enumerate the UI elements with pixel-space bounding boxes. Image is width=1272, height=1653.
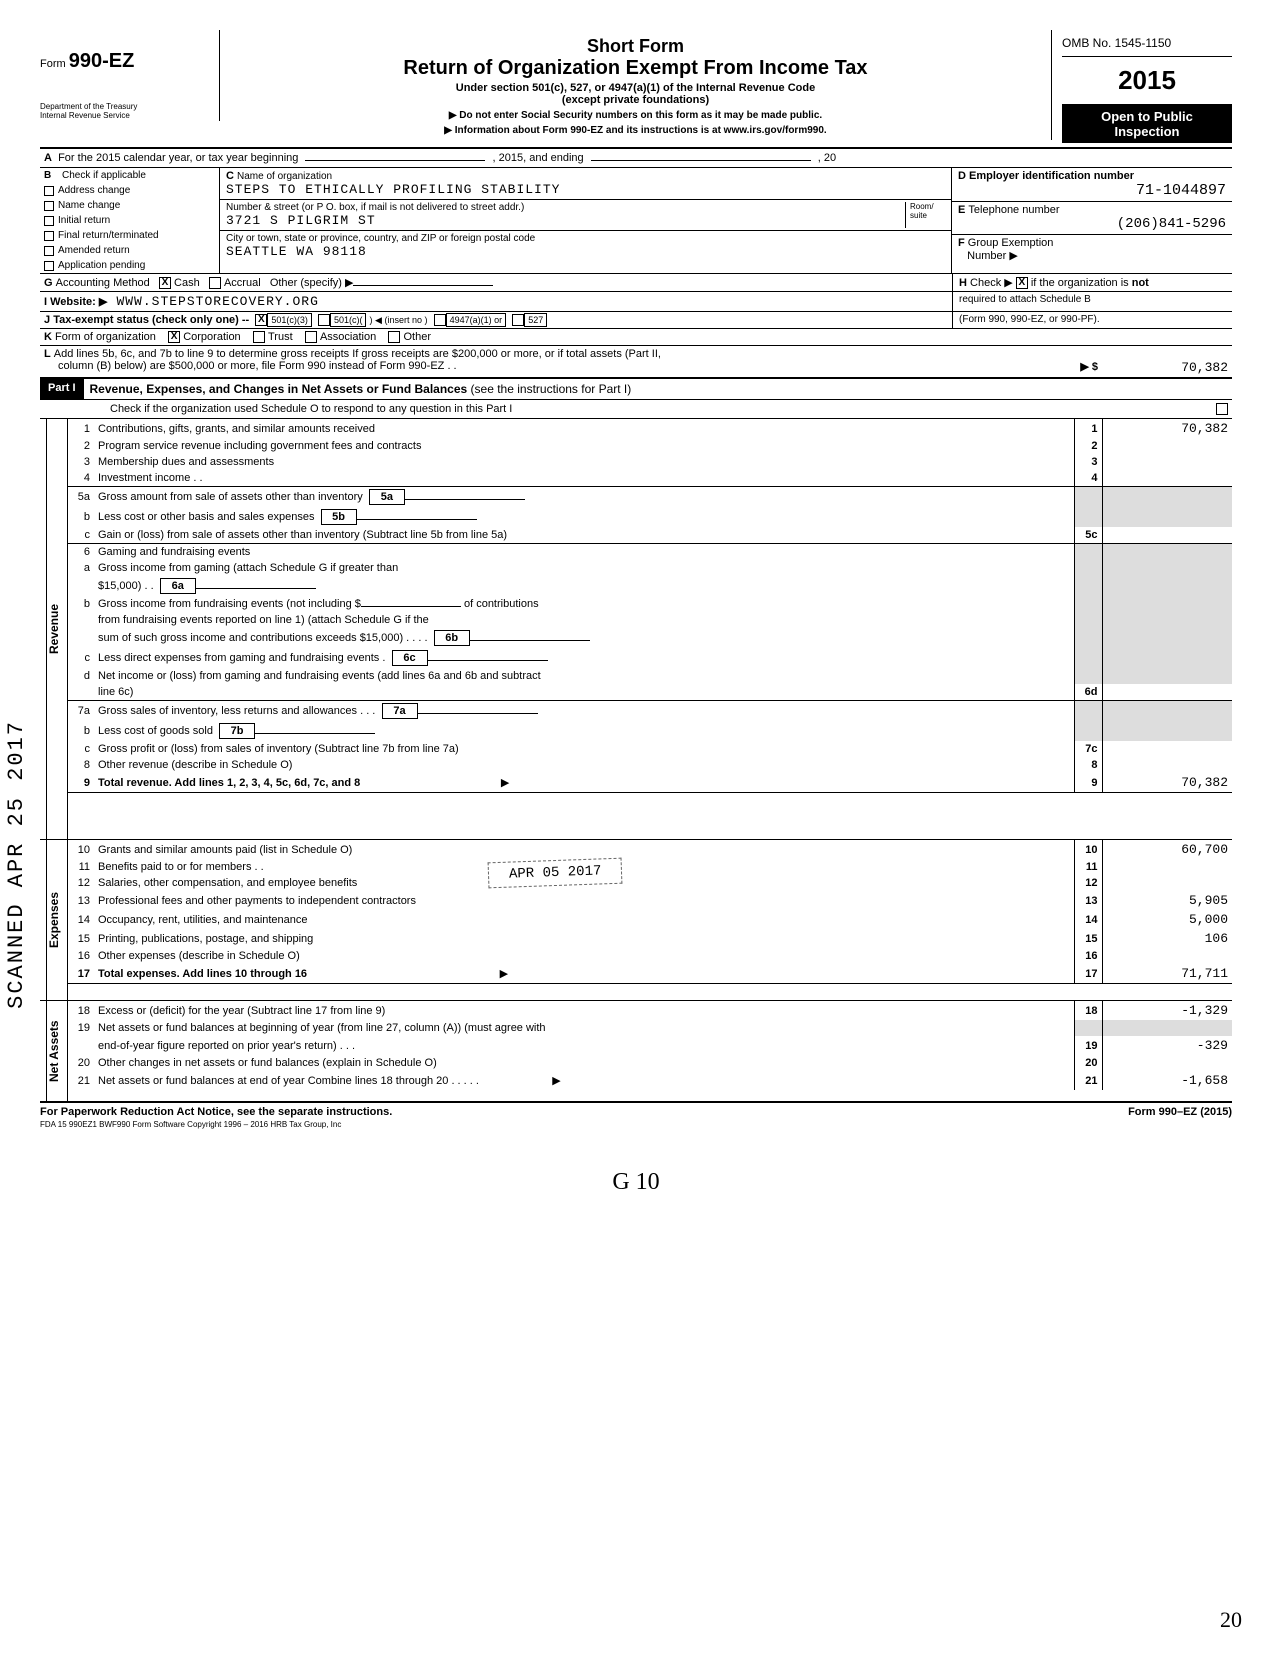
software-copyright: FDA 15 990EZ1 BWF990 Form Software Copyr…	[40, 1120, 1232, 1129]
col-c: C Name of organization STEPS TO ETHICALL…	[220, 168, 952, 273]
received-stamp: APR 05 2017	[488, 858, 623, 889]
chk-name-change[interactable]	[44, 201, 54, 211]
val-line-13: 5,905	[1102, 891, 1232, 910]
chk-final-return[interactable]	[44, 231, 54, 241]
chk-amended[interactable]	[44, 246, 54, 256]
tax-year: 2015	[1062, 57, 1232, 105]
notice-info: ▶ Information about Form 990-EZ and its …	[230, 125, 1041, 136]
chk-app-pending[interactable]	[44, 261, 54, 271]
val-line-10: 60,700	[1102, 840, 1232, 859]
chk-schedule-b[interactable]: X	[1016, 277, 1028, 289]
row-g: G Accounting Method X Cash Accrual Other…	[40, 274, 952, 291]
form-header: Form 990-EZ Department of the Treasury I…	[40, 30, 1232, 143]
org-city: SEATTLE WA 98118	[226, 244, 945, 259]
part-i-header: Part I Revenue, Expenses, and Changes in…	[40, 378, 1232, 400]
form-number: Form 990-EZ	[40, 50, 211, 73]
handwritten-gid: G 10	[40, 1169, 1232, 1196]
row-h-cont2: (Form 990, 990-EZ, or 990-PF).	[952, 312, 1232, 328]
row-l: L Add lines 5b, 6c, and 7b to line 9 to …	[40, 346, 1232, 378]
col-b: B Check if applicable Address change Nam…	[40, 168, 220, 273]
row-h-cont1: required to attach Schedule B	[952, 292, 1232, 311]
open-to-public: Open to Public Inspection	[1062, 105, 1232, 143]
scanned-stamp: SCANNED APR 25 2017	[4, 720, 29, 1009]
side-expenses: Expenses	[46, 840, 61, 1000]
chk-other-org[interactable]	[388, 331, 400, 343]
val-line-17: 71,711	[1102, 964, 1232, 984]
chk-accrual[interactable]	[209, 277, 221, 289]
chk-cash[interactable]: X	[159, 277, 171, 289]
side-revenue: Revenue	[46, 419, 61, 839]
val-line-18: -1,329	[1102, 1001, 1232, 1020]
val-line-14: 5,000	[1102, 910, 1232, 929]
chk-501c3[interactable]: X	[255, 314, 267, 326]
title-return: Return of Organization Exempt From Incom…	[230, 57, 1041, 80]
section-bcdef: B Check if applicable Address change Nam…	[40, 168, 1232, 274]
chk-schedule-o[interactable]	[1216, 403, 1228, 415]
org-name: STEPS TO ETHICALLY PROFILING STABILITY	[226, 182, 945, 197]
org-street: 3721 S PILGRIM ST	[226, 213, 905, 228]
chk-4947[interactable]	[434, 314, 446, 326]
website: WWW.STEPSTORECOVERY.ORG	[116, 294, 318, 309]
val-line-21: -1,658	[1102, 1071, 1232, 1090]
telephone: (206)841-5296	[958, 216, 1226, 232]
part-i-check: Check if the organization used Schedule …	[40, 400, 1232, 419]
handwritten-page-num: 20	[1220, 1607, 1242, 1633]
ein: 71-1044897	[958, 182, 1226, 199]
chk-527[interactable]	[512, 314, 524, 326]
department-label: Department of the Treasury Internal Reve…	[40, 103, 211, 121]
header-right: OMB No. 1545-1150 2015 Open to Public In…	[1052, 30, 1232, 143]
col-def: D Employer identification number 71-1044…	[952, 168, 1232, 273]
chk-trust[interactable]	[253, 331, 265, 343]
val-line-15: 106	[1102, 929, 1232, 948]
row-k: K Form of organization X Corporation Tru…	[40, 329, 1232, 346]
title-short: Short Form	[230, 36, 1041, 57]
row-a-tax-year: A For the 2015 calendar year, or tax yea…	[40, 149, 1232, 168]
side-net-assets: Net Assets	[46, 1001, 61, 1101]
chk-address-change[interactable]	[44, 186, 54, 196]
chk-assoc[interactable]	[305, 331, 317, 343]
val-line-9: 70,382	[1102, 773, 1232, 793]
part-i-table: Revenue 1Contributions, gifts, grants, a…	[40, 419, 1232, 839]
chk-initial-return[interactable]	[44, 216, 54, 226]
chk-corp[interactable]: X	[168, 331, 180, 343]
footer: For Paperwork Reduction Act Notice, see …	[40, 1102, 1232, 1118]
subtitle: Under section 501(c), 527, or 4947(a)(1)…	[230, 82, 1041, 94]
gross-receipts-total: 70,382	[1098, 360, 1228, 375]
room-suite-label: Room/ suite	[905, 202, 945, 228]
val-line-19: -329	[1102, 1036, 1232, 1055]
chk-501c[interactable]	[318, 314, 330, 326]
header-left: Form 990-EZ Department of the Treasury I…	[40, 30, 220, 121]
omb-number: OMB No. 1545-1150	[1062, 30, 1232, 57]
header-center: Short Form Return of Organization Exempt…	[220, 30, 1052, 140]
row-h: H Check ▶ X if the organization is not	[952, 274, 1232, 291]
notice-ssn: ▶ Do not enter Social Security numbers o…	[230, 110, 1041, 121]
val-line-1: 70,382	[1102, 419, 1232, 438]
row-i: I Website: ▶ WWW.STEPSTORECOVERY.ORG	[40, 292, 952, 311]
row-j: J Tax-exempt status (check only one) -- …	[40, 312, 952, 328]
subtitle2: (except private foundations)	[230, 94, 1041, 106]
